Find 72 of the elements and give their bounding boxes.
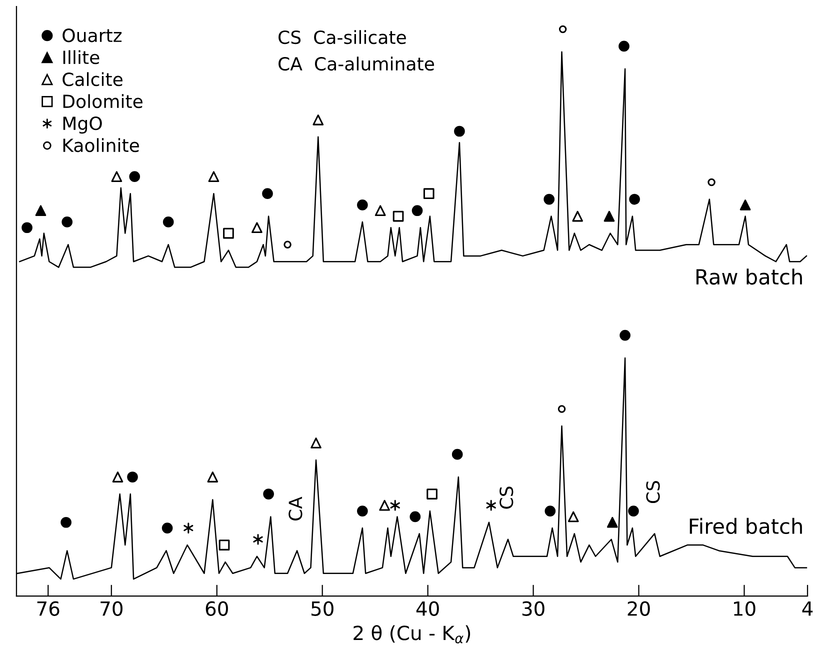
point [423, 188, 434, 200]
point [628, 506, 639, 516]
annotation: CS [500, 486, 514, 509]
point [629, 194, 640, 205]
x-tick-label: 10 [734, 601, 756, 616]
legend-label: MgO [63, 116, 102, 134]
point [740, 200, 751, 210]
point [390, 500, 400, 511]
point [312, 114, 324, 126]
point [207, 472, 218, 482]
point [22, 222, 32, 234]
point [262, 188, 273, 200]
point [454, 126, 465, 137]
point [162, 216, 174, 228]
x-tick-label: 20 [628, 601, 650, 616]
point [410, 511, 421, 522]
point [218, 540, 230, 550]
annotation: CS Ca-silicate [278, 30, 406, 44]
point [62, 216, 73, 228]
point [618, 40, 630, 52]
x-tick-label: 30 [522, 601, 544, 616]
point [558, 25, 567, 34]
x-tick-label: 4 [802, 602, 813, 616]
point [708, 178, 716, 186]
annotation: CA Ca-aluminate [278, 56, 434, 71]
point [284, 240, 292, 248]
x-tick-label: 50 [311, 601, 334, 616]
point [129, 171, 140, 182]
series-label: Fired batch [690, 518, 802, 534]
point [426, 488, 438, 500]
point [263, 488, 274, 500]
point [184, 522, 194, 534]
legend-label: Calcite [62, 72, 122, 86]
legend-label: Ouartz [62, 28, 122, 42]
point [620, 330, 630, 341]
point [127, 472, 138, 482]
x-axis-title: 2 θ (Cu - K$_{α}$) [354, 625, 470, 644]
series-label: Raw batch [696, 268, 802, 285]
legend-label: Kaolinite [63, 138, 139, 152]
point [112, 472, 124, 482]
point [223, 228, 234, 239]
point [412, 205, 423, 216]
point [544, 506, 556, 516]
point [35, 205, 46, 216]
x-tick-label: 70 [100, 601, 122, 616]
point [162, 522, 173, 534]
point [310, 438, 322, 448]
point [568, 511, 579, 522]
point [558, 405, 566, 413]
point [452, 448, 463, 460]
point [379, 500, 390, 511]
point [111, 171, 122, 182]
point [60, 516, 72, 528]
point [544, 194, 555, 205]
legend-label: Dolomite [63, 94, 142, 108]
x-tick-label: 60 [206, 601, 228, 616]
point [208, 171, 220, 182]
point [253, 534, 263, 545]
point [357, 200, 368, 210]
point [606, 516, 618, 528]
annotation: CS [646, 481, 660, 504]
point [374, 205, 386, 216]
point [486, 500, 496, 511]
x-tick-label: 76 [37, 601, 60, 616]
point [604, 210, 615, 222]
annotation: CA [288, 496, 302, 521]
legend-label: Illite [63, 50, 100, 64]
point [572, 210, 584, 222]
point [392, 210, 404, 222]
point [357, 506, 368, 516]
x-tick-label: 40 [416, 601, 439, 616]
point [252, 222, 262, 234]
